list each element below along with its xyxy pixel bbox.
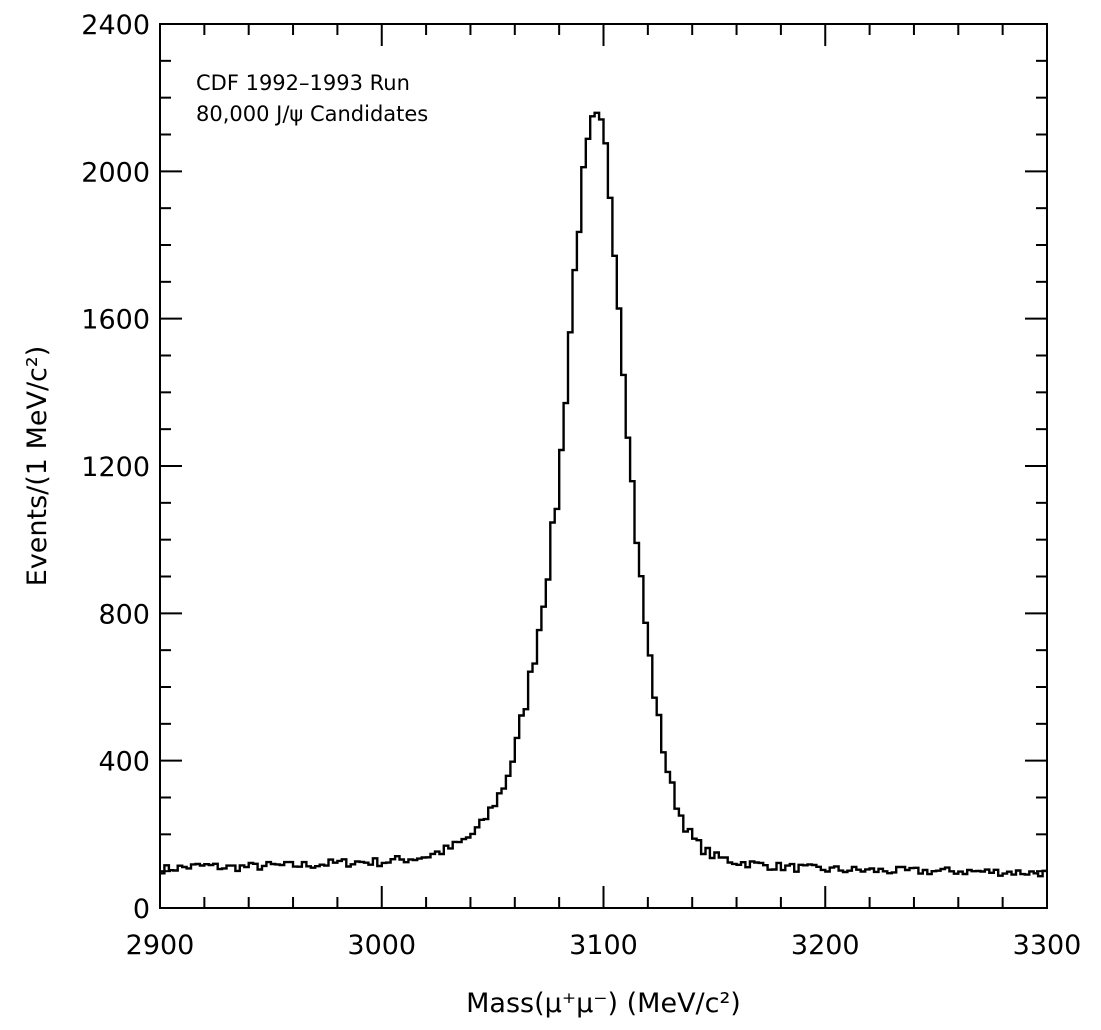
x-tick-label: 3000 xyxy=(347,930,416,961)
y-tick-label: 400 xyxy=(98,747,150,778)
y-tick-label: 2000 xyxy=(81,157,150,188)
axis-ticks xyxy=(159,23,1048,909)
annotation-run: CDF 1992–1993 Run xyxy=(196,71,410,95)
x-tick-label: 3300 xyxy=(1013,930,1082,961)
series-histogram-line xyxy=(160,111,1047,878)
y-tick-label: 800 xyxy=(98,599,150,630)
y-tick-label: 2400 xyxy=(81,10,150,41)
x-tick-label: 2900 xyxy=(126,930,195,961)
x-axis-label: Mass(μ⁺μ⁻) (MeV/c²) xyxy=(466,988,741,1019)
plot-frame xyxy=(159,23,1048,909)
y-axis-label: Events/(1 MeV/c²) xyxy=(22,346,53,586)
plot-area xyxy=(159,23,1048,909)
y-tick-label: 1200 xyxy=(81,452,150,483)
x-tick-label: 3100 xyxy=(569,930,638,961)
y-tick-label: 1600 xyxy=(81,305,150,336)
annotation-candidates: 80,000 J/ψ Candidates xyxy=(196,102,428,126)
tick-labels: 2900 3000 3100 3200 3300 0 400 800 1200 1600 2000 2… xyxy=(81,10,1081,961)
y-tick-label: 0 xyxy=(133,894,150,925)
x-tick-label: 3200 xyxy=(791,930,860,961)
